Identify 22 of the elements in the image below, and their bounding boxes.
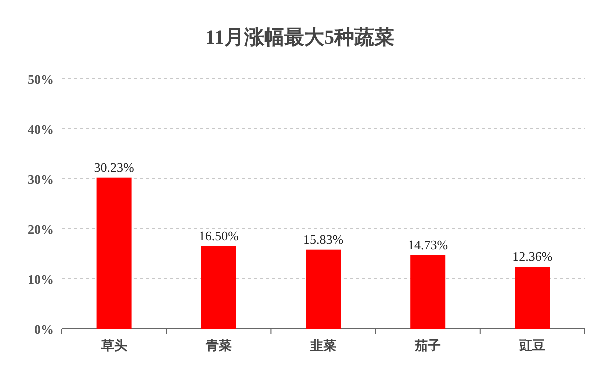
x-tick-label: 韭菜 (310, 338, 336, 353)
y-tick-label: 50% (28, 72, 54, 87)
bar (410, 255, 446, 329)
bar (306, 250, 341, 329)
x-tick-label: 茄子 (414, 338, 442, 353)
y-tick-label: 0% (34, 322, 54, 337)
y-tick-label: 20% (28, 222, 54, 237)
bar (201, 246, 236, 329)
y-tick-label: 40% (28, 122, 54, 137)
y-tick-label: 30% (28, 172, 54, 187)
y-tick-label: 10% (28, 272, 54, 287)
data-label: 16.50% (198, 228, 240, 244)
x-tick-label: 草头 (100, 338, 128, 353)
data-label: 15.83% (303, 232, 344, 247)
chart-title: 11月涨幅最大5种蔬菜 (206, 27, 394, 49)
data-label: 30.23% (94, 160, 135, 175)
bar (96, 178, 132, 329)
x-tick-label: 青菜 (204, 338, 232, 353)
x-tick-label: 豇豆 (520, 338, 546, 353)
bar (515, 267, 550, 329)
data-label: 12.36% (512, 249, 553, 264)
data-label: 14.73% (408, 237, 448, 252)
